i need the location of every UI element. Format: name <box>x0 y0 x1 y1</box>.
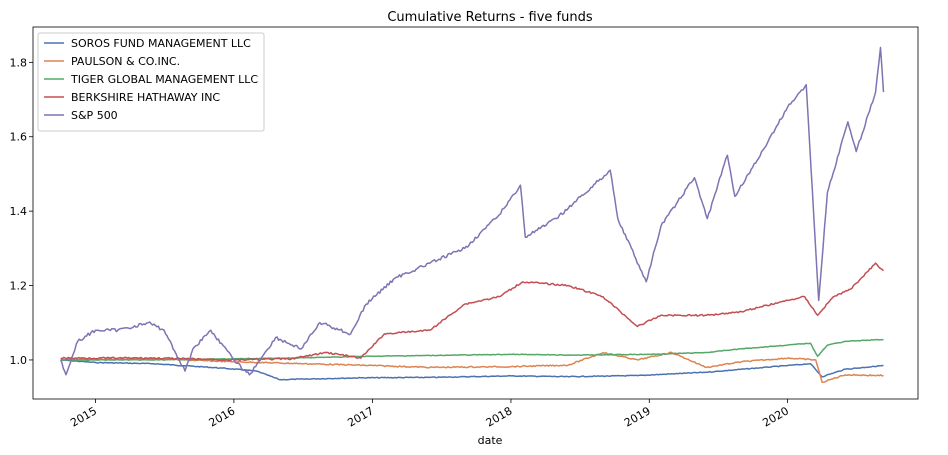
y-tick-label: 1.0 <box>10 354 28 367</box>
legend-entry: TIGER GLOBAL MANAGEMENT LLC <box>70 73 258 86</box>
series-line-2 <box>60 338 884 361</box>
series-line-0 <box>60 359 884 381</box>
x-tick-label: 2016 <box>207 404 238 429</box>
plot-area-frame <box>32 26 919 400</box>
legend-entry: SOROS FUND MANAGEMENT LLC <box>71 37 251 50</box>
x-tick-label: 2020 <box>760 404 791 429</box>
x-tick-label: 2019 <box>622 404 653 429</box>
y-axis: 1.0 1.2 1.4 1.6 1.8 <box>10 56 33 367</box>
series-line-4 <box>60 46 885 376</box>
plot-lines <box>60 46 885 384</box>
y-tick-label: 1.2 <box>10 280 28 293</box>
x-tick-label: 2017 <box>345 404 376 429</box>
x-axis-label: date <box>478 434 503 447</box>
y-tick-label: 1.6 <box>10 131 28 144</box>
series-line-3 <box>60 262 884 362</box>
legend-entry: S&P 500 <box>71 109 118 122</box>
legend-entry: PAULSON & CO.INC. <box>71 55 180 68</box>
x-tick-label: 2018 <box>484 404 515 429</box>
chart-title: Cumulative Returns - five funds <box>387 10 593 25</box>
legend: SOROS FUND MANAGEMENT LLC PAULSON & CO.IN… <box>37 32 265 132</box>
x-axis: 2015 2016 2017 2018 2019 2020 <box>68 399 791 430</box>
x-tick-label: 2015 <box>68 404 99 429</box>
y-tick-label: 1.8 <box>10 56 28 69</box>
series-line-1 <box>60 351 884 384</box>
y-tick-label: 1.4 <box>10 205 28 218</box>
legend-box <box>37 32 265 132</box>
legend-entry: BERKSHIRE HATHAWAY INC <box>71 91 220 104</box>
